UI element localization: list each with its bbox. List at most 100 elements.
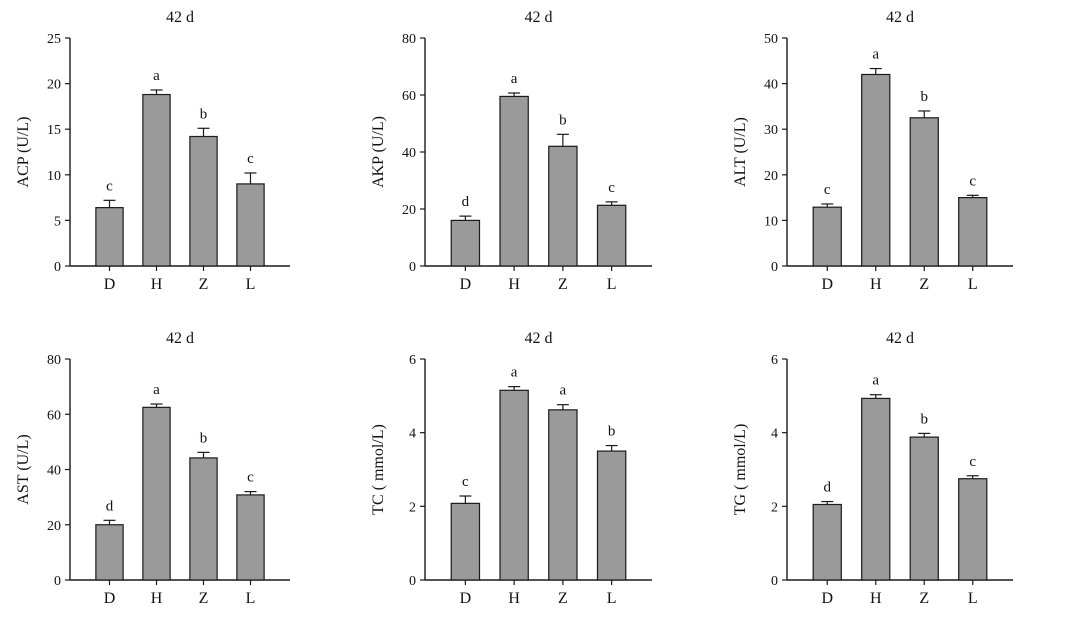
y-tick-label: 5	[54, 214, 61, 229]
x-tick-label: L	[968, 276, 978, 293]
x-tick-label: L	[968, 590, 978, 607]
x-tick-label: Z	[199, 276, 209, 293]
significance-label: b	[559, 112, 567, 128]
chart-title: 42 d	[886, 330, 914, 347]
chart-title: 42 d	[886, 9, 914, 26]
y-axis-label: TC ( mmol/L)	[370, 424, 387, 515]
y-tick-label: 0	[771, 260, 778, 275]
significance-label: a	[872, 47, 879, 63]
y-tick-label: 4	[409, 427, 416, 442]
y-tick-label: 25	[47, 32, 61, 47]
y-tick-label: 60	[402, 89, 416, 104]
y-tick-label: 60	[47, 408, 61, 423]
bar	[95, 524, 124, 581]
x-tick-label: H	[870, 590, 882, 607]
significance-label: c	[969, 173, 976, 189]
significance-label: c	[247, 470, 254, 486]
x-tick-label: Z	[919, 590, 929, 607]
x-tick-label: D	[104, 276, 116, 293]
significance-label: b	[921, 411, 929, 427]
significance-label: a	[153, 68, 160, 84]
significance-label: c	[969, 454, 976, 470]
bar	[548, 145, 578, 267]
x-tick-label: H	[508, 590, 520, 607]
y-tick-label: 0	[54, 260, 61, 275]
significance-label: a	[153, 382, 160, 398]
bar	[236, 183, 265, 267]
significance-label: a	[560, 383, 567, 399]
bar	[499, 95, 529, 267]
y-tick-label: 80	[47, 353, 61, 368]
chart-panel-6: 42 d TG ( mmol/L) 0 2 4 6 d Da Hb Zc L	[732, 330, 1013, 607]
bar	[236, 494, 265, 581]
y-tick-label: 2	[771, 500, 778, 515]
bar	[142, 93, 171, 267]
y-tick-label: 10	[764, 214, 778, 229]
y-axis-label: AKP (U/L)	[370, 116, 387, 188]
y-tick-label: 0	[54, 574, 61, 589]
y-tick-label: 80	[402, 32, 416, 47]
y-axis-label: ACP (U/L)	[15, 117, 32, 188]
y-tick-label: 2	[409, 500, 416, 515]
significance-label: c	[462, 474, 469, 490]
x-tick-label: D	[821, 590, 833, 607]
y-tick-label: 4	[771, 427, 778, 442]
significance-label: a	[511, 71, 518, 87]
bar	[861, 73, 891, 267]
bar	[596, 450, 627, 581]
significance-label: c	[106, 178, 113, 194]
y-tick-label: 40	[402, 146, 416, 161]
x-tick-label: H	[151, 590, 163, 607]
significance-label: d	[106, 498, 114, 514]
y-tick-label: 40	[47, 464, 61, 479]
x-tick-label: Z	[558, 590, 568, 607]
bar	[958, 197, 988, 267]
chart-panel-1: 42 d ACP (U/L) 0 5 10 15 20 25 c Da Hb Zc L	[15, 9, 290, 293]
bar	[548, 409, 578, 581]
y-tick-label: 6	[409, 353, 416, 368]
chart-panel-2: 42 d AKP (U/L) 0 20 40 60 80 d Da Hb Zc L	[370, 9, 652, 293]
significance-label: b	[200, 430, 208, 446]
chart-panel-4: 42 d AST (U/L) 0 20 40 60 80 d Da Hb Zc L	[15, 330, 290, 607]
x-tick-label: H	[151, 276, 163, 293]
y-tick-label: 6	[771, 353, 778, 368]
x-tick-label: D	[821, 276, 833, 293]
chart-title: 42 d	[166, 9, 194, 26]
significance-label: b	[608, 424, 616, 440]
chart-title: 42 d	[166, 330, 194, 347]
significance-label: c	[247, 151, 254, 167]
bar	[958, 478, 988, 581]
chart-panel-5: 42 d TC ( mmol/L) 0 2 4 6 c Da Ha Zb L	[370, 330, 652, 607]
bar	[861, 397, 891, 581]
significance-label: c	[608, 180, 615, 196]
significance-label: a	[872, 373, 879, 389]
x-tick-label: H	[508, 276, 520, 293]
bar	[812, 503, 842, 581]
x-tick-label: Z	[199, 590, 209, 607]
y-tick-label: 20	[47, 519, 61, 534]
significance-label: d	[824, 480, 832, 496]
y-axis-label: TG ( mmol/L)	[732, 424, 749, 516]
bar	[142, 406, 171, 581]
y-tick-label: 0	[771, 574, 778, 589]
y-tick-label: 30	[764, 123, 778, 138]
bar	[95, 207, 124, 267]
significance-label: a	[511, 365, 518, 381]
x-tick-label: D	[460, 590, 472, 607]
y-tick-label: 0	[409, 260, 416, 275]
x-tick-label: D	[460, 276, 472, 293]
y-tick-label: 0	[409, 574, 416, 589]
chart-title: 42 d	[525, 330, 553, 347]
x-tick-label: D	[104, 590, 116, 607]
bar	[596, 204, 627, 267]
y-axis-label: ALT (U/L)	[732, 117, 749, 187]
x-tick-label: H	[870, 276, 882, 293]
x-tick-label: L	[607, 590, 617, 607]
y-tick-label: 15	[47, 123, 61, 138]
significance-label: b	[921, 89, 929, 105]
y-tick-label: 10	[47, 169, 61, 184]
y-tick-label: 20	[402, 203, 416, 218]
y-tick-label: 40	[764, 78, 778, 93]
chart-panel-3: 42 d ALT (U/L) 0 10 20 30 40 50 c Da Hb Zc L	[732, 9, 1013, 293]
x-tick-label: L	[246, 276, 256, 293]
